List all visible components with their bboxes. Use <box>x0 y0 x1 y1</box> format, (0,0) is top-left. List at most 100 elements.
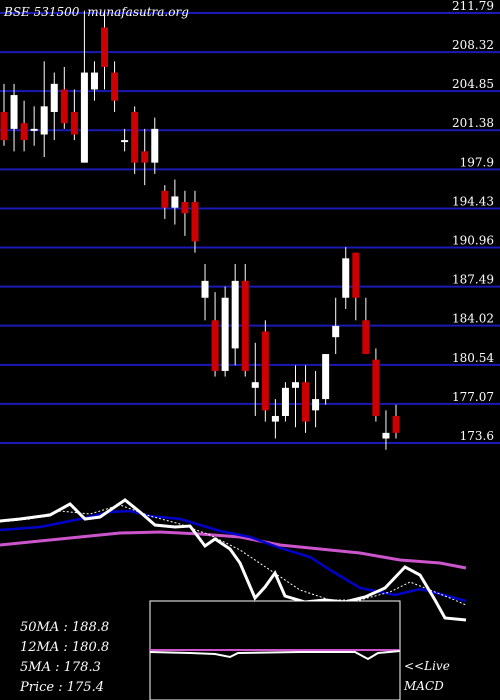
candle <box>392 404 400 439</box>
candle-body-down <box>362 320 370 355</box>
y-tick-label: 187.49 <box>452 273 494 287</box>
ma-stats: 50MA : 188.8 12MA : 180.8 5MA : 178.3 Price… <box>19 620 109 695</box>
candle <box>121 128 129 152</box>
candle <box>271 399 279 439</box>
candle <box>20 100 28 152</box>
candle-body-up <box>291 382 299 388</box>
candle-body-up <box>382 432 390 439</box>
candle-body-down <box>131 111 139 163</box>
candle-body-down <box>20 123 28 141</box>
candle-body-up <box>50 83 58 112</box>
y-axis-labels: 211.79 208.32 204.85 201.38 197.9 194.43 190.9… <box>452 0 494 443</box>
candle <box>211 292 219 377</box>
candle-body-down <box>241 280 249 371</box>
candle <box>80 10 88 163</box>
candle <box>111 61 119 112</box>
candle <box>141 128 149 186</box>
moving-average-panel <box>0 498 467 622</box>
candle <box>50 72 58 141</box>
candle-body-up <box>10 95 18 129</box>
candle <box>241 263 249 377</box>
candle <box>362 297 370 355</box>
candle <box>90 61 98 101</box>
chart-header: BSE 531500 munafasutra.org <box>3 5 189 19</box>
candle-body-down <box>392 415 400 433</box>
candle <box>131 106 139 174</box>
stat-label: 50MA <box>20 620 59 635</box>
ma-fast-line <box>0 498 467 622</box>
candle-body-up <box>251 382 259 388</box>
stat-label: 5MA <box>20 660 51 675</box>
candle <box>40 61 48 158</box>
ma-mid-line <box>0 509 467 603</box>
candle <box>322 354 330 405</box>
candle <box>191 190 199 253</box>
ticker-label: BSE 531500 <box>3 5 80 19</box>
candle-body-up <box>231 280 239 349</box>
candle-body-down <box>191 202 199 242</box>
candle <box>231 263 239 366</box>
candle <box>10 83 18 152</box>
candle-body-down <box>352 252 360 298</box>
y-tick-label: 201.38 <box>452 116 494 130</box>
candle-body-down <box>161 190 169 208</box>
candle-body-up <box>30 128 38 131</box>
candle <box>382 410 390 450</box>
stat-label: 12MA <box>20 640 59 655</box>
candle-body-up <box>281 387 289 416</box>
candle <box>201 263 209 321</box>
candle <box>332 297 340 355</box>
stat-row: 5MA : 178.3 <box>20 660 101 675</box>
site-label: munafasutra.org <box>87 5 189 19</box>
candle-body-up <box>271 415 279 422</box>
candle-body-down <box>141 151 149 163</box>
candle <box>281 382 289 422</box>
candle-body-down <box>70 111 78 135</box>
candle <box>372 348 380 422</box>
stat-sep: : <box>54 680 67 695</box>
candle-body-down <box>0 111 8 141</box>
y-tick-label: 197.9 <box>460 155 494 169</box>
candle <box>101 12 109 90</box>
candle <box>30 106 38 146</box>
candle <box>70 89 78 141</box>
candle-body-down <box>111 72 119 101</box>
candle <box>221 286 229 377</box>
candle <box>302 365 310 433</box>
stat-row: 50MA : 188.8 <box>20 620 109 635</box>
stat-row: 12MA : 180.8 <box>20 640 109 655</box>
ma-fast-dotted-line <box>0 504 467 606</box>
candle-body-down <box>101 27 109 67</box>
candle <box>161 185 169 219</box>
macd-title-label: MACD <box>403 679 444 693</box>
candle-body-up <box>90 72 98 90</box>
candle <box>261 320 269 422</box>
stat-value: 178.3 <box>64 660 101 675</box>
candle <box>352 252 360 321</box>
candle-body-down <box>60 89 68 124</box>
macd-line <box>149 650 401 661</box>
macd-panel <box>149 600 401 700</box>
stat-sep: : <box>59 620 72 635</box>
candle <box>171 179 179 225</box>
candle-body-up <box>312 399 320 411</box>
candle <box>291 365 299 428</box>
stat-value: 188.8 <box>72 620 109 635</box>
candle <box>251 342 259 416</box>
stat-sep: : <box>51 660 64 675</box>
y-tick-label: 180.54 <box>452 351 494 365</box>
candle <box>312 370 320 428</box>
candle <box>342 247 350 310</box>
candle-body-up <box>342 258 350 298</box>
candle-body-down <box>372 359 380 416</box>
y-tick-label: 173.6 <box>460 429 494 443</box>
candle-body-up <box>40 106 48 135</box>
stat-value: 175.4 <box>67 680 104 695</box>
candle <box>60 66 68 129</box>
candle-body-up <box>221 297 229 371</box>
y-tick-label: 211.79 <box>452 0 494 13</box>
candle-body-up <box>121 140 129 143</box>
candle-body-up <box>322 354 330 400</box>
candlesticks <box>0 10 400 450</box>
